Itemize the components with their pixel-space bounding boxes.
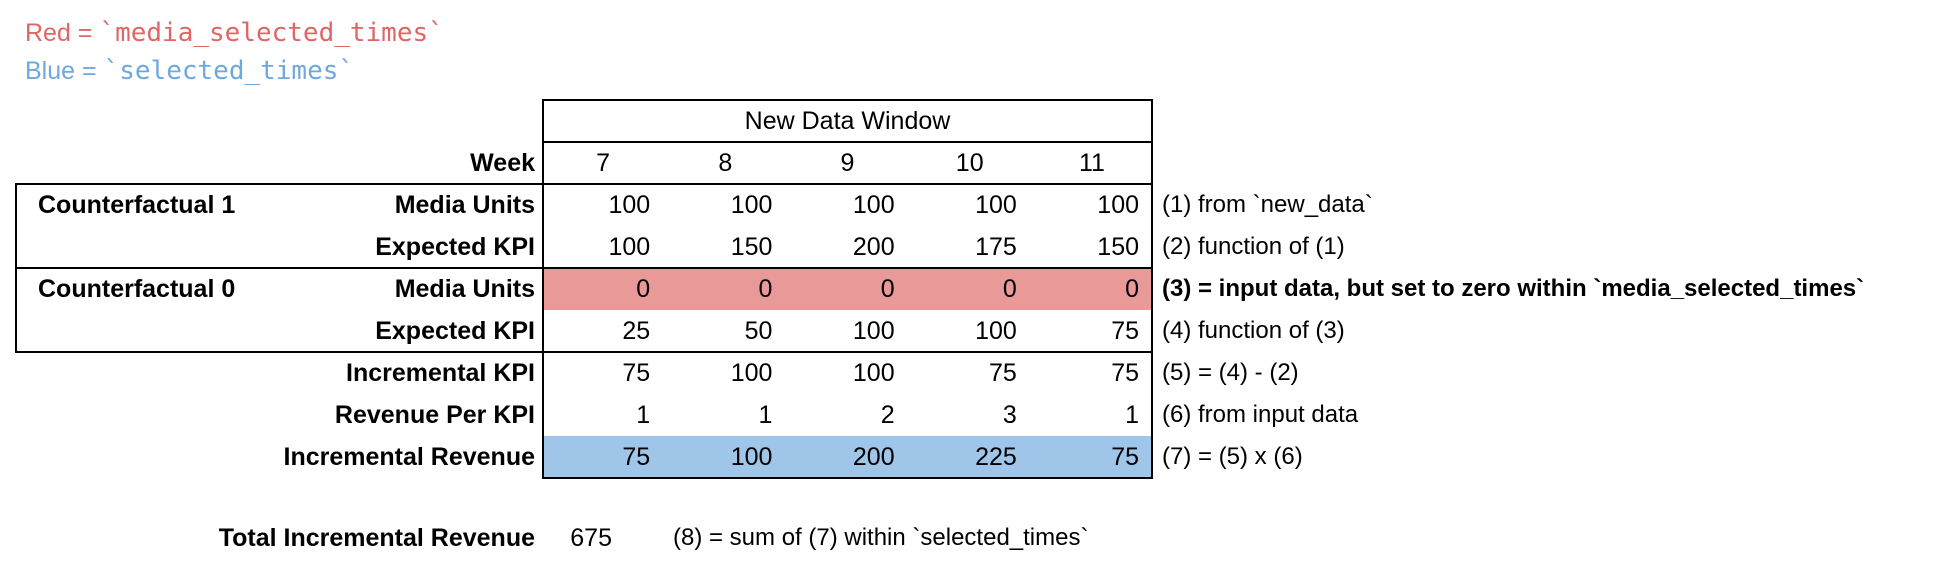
annotation-3: (3) = input data, but set to zero within… [1162, 275, 1865, 302]
row-label: Expected KPI [375, 233, 535, 261]
row-label: Incremental KPI [346, 359, 535, 387]
cell: 100 [852, 359, 895, 387]
annotation-8: (8) = sum of (7) within `selected_times` [673, 524, 1089, 551]
week-9: 9 [840, 149, 855, 177]
total-label: Total Incremental Revenue [218, 524, 535, 552]
cell: 75 [1111, 359, 1140, 387]
cell: 200 [852, 443, 895, 471]
cell: 0 [636, 275, 651, 303]
total-value: 675 [570, 524, 612, 552]
legend-red-code: `media_selected_times` [99, 18, 444, 48]
row-cells: 75 100 200 225 75 [542, 436, 1153, 478]
cell: 1 [636, 401, 651, 429]
row-cells: 25 50 100 100 75 [542, 310, 1153, 352]
annotation-4: (4) function of (3) [1162, 317, 1345, 344]
row-cells: 0 0 0 0 0 [542, 268, 1153, 310]
row-label: Media Units [394, 191, 535, 219]
annotation-6: (6) from input data [1162, 401, 1359, 428]
row-label: Expected KPI [375, 317, 535, 345]
row-cells: 100 150 200 175 150 [542, 226, 1153, 268]
header-divider [542, 141, 1153, 143]
counterfactual-1-label: Counterfactual 1 [38, 191, 236, 219]
cell: 100 [730, 191, 773, 219]
week-cells: 7 8 9 10 11 [542, 142, 1153, 184]
cell: 150 [1097, 233, 1140, 261]
table-title: New Data Window [744, 107, 951, 135]
cell: 100 [852, 317, 895, 345]
cf-divider-line [542, 267, 1153, 269]
counterfactual-0-box [15, 267, 544, 353]
table-row: Incremental Revenue 75 100 200 225 75 (7… [0, 436, 1960, 478]
week-10: 10 [955, 149, 984, 177]
row-label: Revenue Per KPI [334, 401, 535, 429]
annotation-1: (1) from `new_data` [1162, 191, 1373, 218]
counterfactual-0-label: Counterfactual 0 [38, 275, 236, 303]
cell: 75 [1111, 317, 1140, 345]
cell: 100 [608, 233, 651, 261]
cell: 100 [1097, 191, 1140, 219]
cell: 2 [880, 401, 895, 429]
cell: 200 [852, 233, 895, 261]
cell: 100 [975, 317, 1017, 345]
cell: 75 [1111, 443, 1140, 471]
cell: 100 [608, 191, 651, 219]
annotation-5: (5) = (4) - (2) [1162, 359, 1299, 386]
legend-red-prefix: Red = [25, 19, 93, 47]
cell: 75 [622, 359, 651, 387]
cell: 25 [622, 317, 651, 345]
week-7: 7 [596, 149, 611, 177]
row-cells: 75 100 100 75 75 [542, 352, 1153, 394]
table-row: Revenue Per KPI 1 1 2 3 1 (6) from input… [0, 394, 1960, 436]
table-row: Counterfactual 0 Media Units 0 0 0 0 0 (… [0, 268, 1960, 310]
cell: 100 [975, 191, 1017, 219]
selected-times-highlight [544, 436, 1151, 477]
media-selected-times-highlight [544, 269, 1151, 310]
cell: 50 [744, 317, 773, 345]
cell: 100 [730, 359, 773, 387]
table-row: Expected KPI 100 150 200 175 150 (2) fun… [0, 226, 1960, 268]
cf0-bottom-line [542, 351, 1153, 353]
row-label: Incremental Revenue [283, 443, 536, 471]
cell: 0 [880, 275, 895, 303]
cell: 75 [989, 359, 1017, 387]
week-label: Week [470, 149, 535, 177]
cell: 1 [758, 401, 773, 429]
table-row: Counterfactual 1 Media Units 100 100 100… [0, 184, 1960, 226]
cell: 150 [730, 233, 773, 261]
total-row: Total Incremental Revenue 675 (8) = sum … [0, 517, 1960, 559]
cell: 225 [975, 443, 1017, 471]
week-row: Week 7 8 9 10 11 [0, 142, 1960, 184]
legend-red-line: Red = `media_selected_times` [25, 14, 444, 52]
cell: 0 [758, 275, 773, 303]
row-label: Media Units [394, 275, 535, 303]
week-11: 11 [1078, 149, 1105, 177]
cell: 3 [1002, 401, 1017, 429]
table-row: Expected KPI 25 50 100 100 75 (4) functi… [0, 310, 1960, 352]
table-row: Incremental KPI 75 100 100 75 75 (5) = (… [0, 352, 1960, 394]
cell: 175 [975, 233, 1017, 261]
legend-blue-prefix: Blue = [25, 57, 97, 85]
cell: 0 [1125, 275, 1140, 303]
cell: 0 [1002, 275, 1017, 303]
cell: 100 [730, 443, 773, 471]
row-cells: 1 1 2 3 1 [542, 394, 1153, 436]
annotation-2: (2) function of (1) [1162, 233, 1345, 260]
cell: 75 [622, 443, 651, 471]
annotation-7: (7) = (5) x (6) [1162, 443, 1303, 470]
cell: 100 [852, 191, 895, 219]
week-8: 8 [718, 149, 733, 177]
cell: 1 [1125, 401, 1140, 429]
legend-blue-code: `selected_times` [103, 56, 355, 86]
legend-blue-line: Blue = `selected_times` [25, 52, 354, 90]
row-cells: 100 100 100 100 100 [542, 184, 1153, 226]
